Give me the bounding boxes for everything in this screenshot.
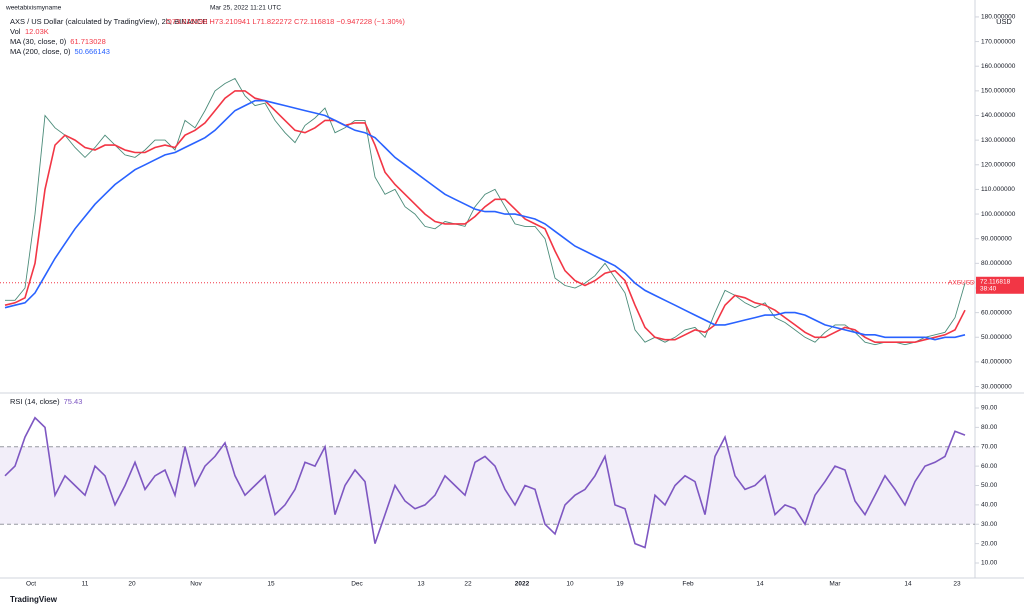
y-tick-label: 40.00 [981,502,998,509]
y-tick-label: 160.000000 [981,63,1016,70]
y-unit: USD [996,17,1012,26]
x-tick-label: Feb [682,581,694,588]
y-tick-label: 100.000000 [981,211,1016,218]
series-line [4,416,966,549]
y-tick-label: 10.00 [981,560,998,567]
y-tick-label: 120.000000 [981,161,1016,168]
legend-label: MA (30, close, 0) [10,37,67,46]
y-tick-label: 50.00 [981,482,998,489]
y-tick-label: 40.000000 [981,359,1012,366]
series-line [4,90,966,343]
legend-value: 61.713028 [70,37,105,46]
volume-label: Vol [10,27,21,36]
x-tick-label: 2022 [515,581,530,588]
x-tick-label: Mar [829,581,841,588]
legend-value: 50.666143 [74,47,109,56]
username: weetabixismyname [5,5,62,12]
legend-label: MA (200, close, 0) [10,47,71,56]
y-tick-label: 90.000000 [981,235,1012,242]
chart-title: AXS / US Dollar (calculated by TradingVi… [10,17,207,26]
y-tick-label: 20.00 [981,540,998,547]
ohlc: O73.015598 H73.210941 L71.822272 C72.116… [166,17,405,26]
y-tick-label: 150.000000 [981,88,1016,95]
x-tick-label: 15 [267,581,275,588]
brand: TradingView [10,595,58,604]
x-tick-label: 11 [82,581,89,588]
x-tick-label: 19 [616,581,624,588]
y-tick-label: 30.000000 [981,383,1012,390]
x-tick-label: Nov [190,581,202,588]
x-tick-label: 13 [417,581,425,588]
y-tick-label: 130.000000 [981,137,1016,144]
y-tick-label: 60.00 [981,463,998,470]
y-tick-label: 80.00 [981,424,998,431]
timestamp: Mar 25, 2022 11:21 UTC [210,5,281,12]
y-tick-label: 60.000000 [981,309,1012,316]
y-tick-label: 30.00 [981,521,998,528]
last-price-box [976,276,1024,294]
y-tick-label: 90.00 [981,405,998,412]
legend-label: RSI (14, close) [10,397,60,406]
volume-value: 12.03K [25,27,49,36]
x-tick-label: 14 [756,581,764,588]
x-tick-label: 23 [953,581,961,588]
last-price-label: 72.116818 [980,278,1011,285]
x-tick-label: Oct [26,581,36,588]
y-tick-label: 180.000000 [981,14,1016,21]
x-tick-label: 14 [904,581,912,588]
y-tick-label: 80.000000 [981,260,1012,267]
y-tick-label: 70.00 [981,443,998,450]
x-tick-label: Dec [351,581,363,588]
series-line [4,99,966,341]
y-tick-label: 110.000000 [981,186,1015,193]
x-tick-label: 20 [128,581,136,588]
symbol-label: AXSUSD [948,279,975,286]
series-line [5,77,966,346]
x-tick-label: 10 [566,581,574,588]
legend-value: 75.43 [64,397,83,406]
y-tick-label: 140.000000 [981,112,1016,119]
countdown: 38:40 [980,285,997,292]
x-tick-label: 22 [464,581,472,588]
y-tick-label: 50.000000 [981,334,1012,341]
y-tick-label: 170.000000 [981,38,1016,45]
